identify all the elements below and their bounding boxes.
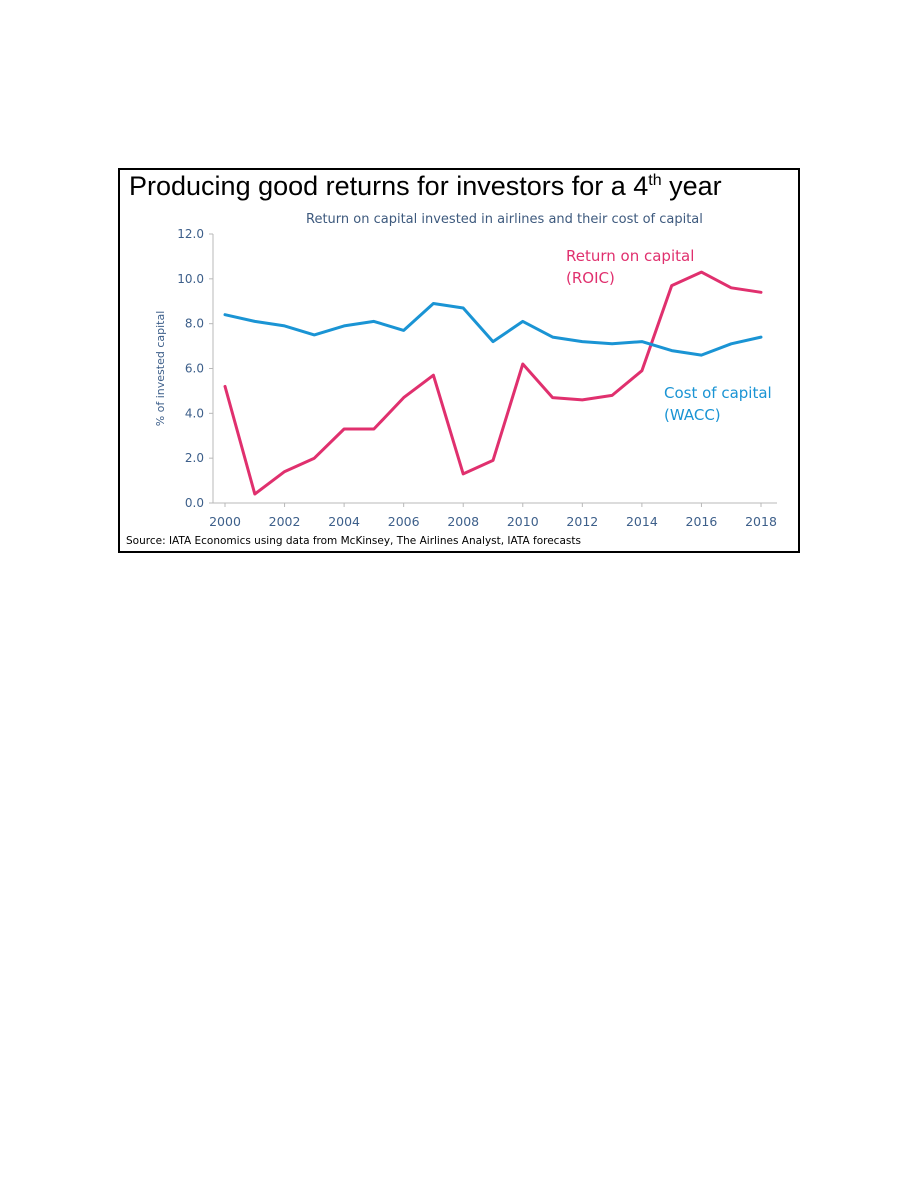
x-tick-label: 2014: [626, 514, 658, 529]
x-tick-label: 2010: [507, 514, 539, 529]
y-tick-label: 0.0: [185, 496, 204, 510]
y-tick-label: 12.0: [177, 227, 204, 241]
title-superscript: th: [648, 172, 662, 189]
chart-panel: Producing good returns for investors for…: [118, 168, 800, 553]
y-tick-label: 4.0: [185, 406, 204, 420]
y-tick-label: 2.0: [185, 451, 204, 465]
series-label-roic: (ROIC): [566, 269, 615, 287]
x-tick-label: 2012: [566, 514, 598, 529]
y-axis-label: % of invested capital: [154, 311, 167, 427]
y-tick-label: 10.0: [177, 272, 204, 286]
x-tick-label: 2016: [686, 514, 718, 529]
x-tick-label: 2006: [388, 514, 420, 529]
x-tick-label: 2000: [209, 514, 241, 529]
source-note: Source: IATA Economics using data from M…: [126, 535, 581, 547]
x-tick-label: 2004: [328, 514, 360, 529]
series-label-roic: Return on capital: [566, 247, 694, 265]
series-label-wacc: (WACC): [664, 406, 721, 424]
x-tick-label: 2008: [447, 514, 479, 529]
chart-subtitle: Return on capital invested in airlines a…: [306, 212, 703, 227]
series-label-wacc: Cost of capital: [664, 384, 772, 402]
y-tick-label: 6.0: [185, 362, 204, 376]
series-line-wacc: [223, 302, 763, 357]
x-tick-label: 2002: [269, 514, 301, 529]
y-tick-label: 8.0: [185, 317, 204, 331]
line-chart: 0.0 2.0 4.0 6.0 8.0 10.0 12.0 2000 2002 2004 2006 2…: [154, 227, 777, 529]
x-tick-label: 2018: [745, 514, 777, 529]
chart-title: Producing good returns for investors for…: [129, 171, 722, 201]
